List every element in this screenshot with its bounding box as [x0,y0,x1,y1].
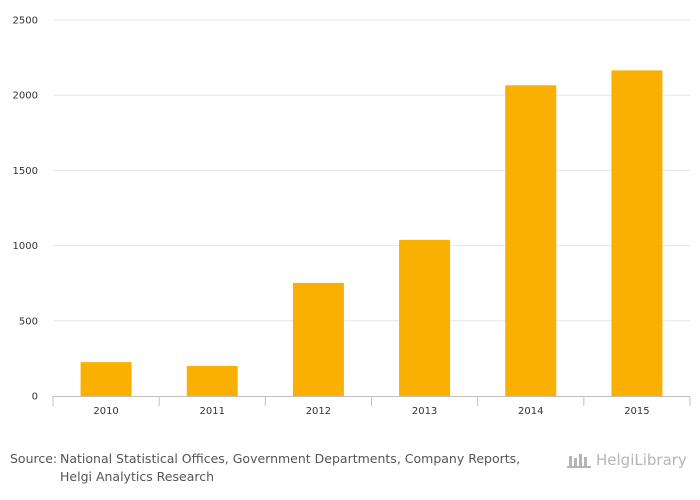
bar-2014 [505,85,557,397]
x-tick-label: 2014 [518,406,543,417]
x-tick-label: 2013 [412,406,437,417]
helgi-library-logo: HelgiLibrary [566,450,687,470]
bar-2013 [399,239,451,396]
bar-series [80,70,663,397]
x-tick-label: 2010 [93,406,118,417]
x-tick-label: 2015 [624,406,649,417]
source-text: National Statistical Offices, Government… [60,451,521,484]
library-building-icon [567,454,591,468]
y-tick-label: 2000 [13,91,38,102]
grid-lines [53,19,690,322]
y-tick-label: 1000 [13,241,38,252]
y-tick-label: 0 [32,392,38,403]
bar-2011 [186,365,238,396]
bar-2012 [292,282,344,396]
source-label: Source: [10,451,58,466]
x-axis: 2010 2011 2012 2013 2014 2015 [52,396,691,417]
y-axis-tick-labels: 0 500 1000 1500 2000 2500 [13,16,38,403]
bar-2010 [80,362,132,396]
bar-2015 [611,70,663,396]
y-tick-label: 1500 [13,166,38,177]
y-tick-label: 2500 [13,16,38,27]
x-tick-label: 2011 [200,406,225,417]
logo-text: HelgiLibrary [596,451,687,469]
y-tick-label: 500 [19,316,38,327]
x-tick-label: 2012 [306,406,331,417]
